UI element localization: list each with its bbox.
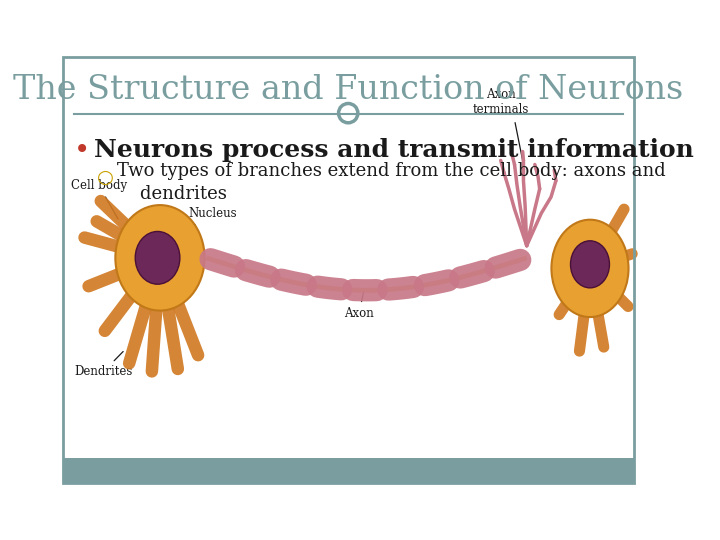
Text: Dendrites: Dendrites bbox=[74, 352, 132, 379]
Ellipse shape bbox=[115, 205, 204, 310]
Text: Axon: Axon bbox=[344, 291, 374, 320]
Text: Two types of branches extend from the cell body: axons and
    dendrites: Two types of branches extend from the ce… bbox=[117, 161, 666, 203]
Ellipse shape bbox=[135, 232, 180, 284]
Text: Nucleus: Nucleus bbox=[152, 207, 237, 251]
Bar bbox=[63, 458, 634, 483]
Text: Cell body: Cell body bbox=[71, 179, 127, 219]
Text: Axon
terminals: Axon terminals bbox=[472, 88, 529, 116]
Text: •: • bbox=[74, 136, 91, 164]
Ellipse shape bbox=[552, 220, 629, 317]
Text: ○: ○ bbox=[97, 168, 114, 187]
Text: Neurons process and transmit information: Neurons process and transmit information bbox=[94, 138, 694, 161]
Text: The Structure and Function of Neurons: The Structure and Function of Neurons bbox=[13, 75, 683, 106]
Ellipse shape bbox=[570, 241, 609, 288]
